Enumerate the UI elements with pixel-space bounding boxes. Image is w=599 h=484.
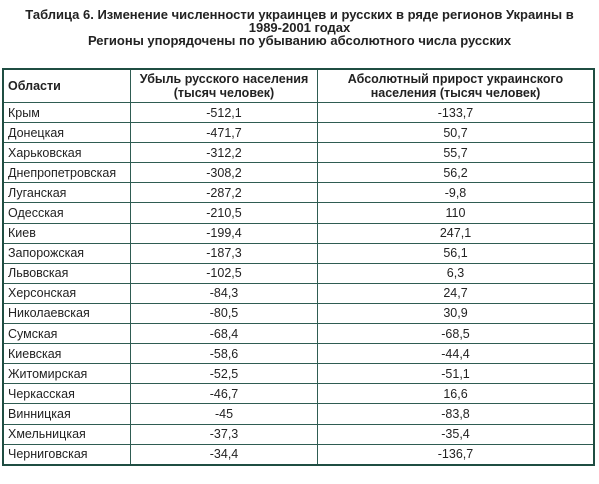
cell-region: Запорожская <box>2 242 131 264</box>
cell-region: Херсонская <box>2 282 131 304</box>
table-row: Киев -199,4 247,1 <box>2 222 595 244</box>
caption-years: 1989-2001 годах <box>248 20 351 35</box>
cell-region: Житомирская <box>2 363 131 385</box>
cell-ukrainian-gain: -68,5 <box>317 323 595 345</box>
cell-region: Винницкая <box>2 403 131 425</box>
cell-region: Одесская <box>2 202 131 224</box>
cell-ukrainian-gain: 110 <box>317 202 595 224</box>
table-row: Николаевская -80,5 30,9 <box>2 302 595 325</box>
cell-ukrainian-gain: -133,7 <box>317 101 595 124</box>
header-region: Области <box>2 68 131 103</box>
data-table: Области Убыль русского населения (тысяч … <box>2 68 595 466</box>
header-russian-loss: Убыль русского населения (тысяч человек) <box>130 68 318 103</box>
cell-ukrainian-gain: 56,1 <box>317 242 595 264</box>
cell-russian-loss: -187,3 <box>130 242 318 264</box>
table-row: Херсонская -84,3 24,7 <box>2 282 595 304</box>
header-ukrainian-gain-line1: Абсолютный прирост украинского <box>347 72 564 86</box>
cell-ukrainian-gain: -51,1 <box>317 363 595 385</box>
cell-ukrainian-gain: 24,7 <box>317 282 595 304</box>
cell-ukrainian-gain: 56,2 <box>317 162 595 184</box>
cell-russian-loss: -68,4 <box>130 323 318 345</box>
cell-ukrainian-gain: 6,3 <box>317 262 595 284</box>
cell-region: Сумская <box>2 323 131 345</box>
table-row: Луганская -287,2 -9,8 <box>2 182 595 204</box>
table-row: Винницкая -45 -83,8 <box>2 403 595 425</box>
table-row: Одесская -210,5 110 <box>2 202 595 224</box>
cell-region: Киевская <box>2 343 131 365</box>
header-ukrainian-gain-line2: населения (тысяч человек) <box>370 86 541 100</box>
header-row: Области Убыль русского населения (тысяч … <box>2 68 595 103</box>
cell-russian-loss: -210,5 <box>130 202 318 224</box>
cell-region: Львовская <box>2 262 131 284</box>
cell-russian-loss: -34,4 <box>130 443 318 466</box>
header-russian-loss-line1: Убыль русского населения <box>139 72 309 86</box>
cell-russian-loss: -84,3 <box>130 282 318 304</box>
cell-ukrainian-gain: 55,7 <box>317 142 595 164</box>
cell-russian-loss: -199,4 <box>130 222 318 244</box>
table-row: Черкасская -46,7 16,6 <box>2 383 595 405</box>
table-row: Харьковская -312,2 55,7 <box>2 142 595 164</box>
table-row: Крым -512,1 -133,7 <box>2 101 595 124</box>
cell-region: Николаевская <box>2 302 131 325</box>
cell-russian-loss: -512,1 <box>130 101 318 124</box>
cell-region: Черниговская <box>2 443 131 466</box>
cell-region: Черкасская <box>2 383 131 405</box>
cell-region: Крым <box>2 101 131 124</box>
table-row: Киевская -58,6 -44,4 <box>2 343 595 365</box>
cell-ukrainian-gain: 16,6 <box>317 383 595 405</box>
table-row: Днепропетровская -308,2 56,2 <box>2 162 595 184</box>
cell-russian-loss: -37,3 <box>130 423 318 445</box>
cell-ukrainian-gain: 247,1 <box>317 222 595 244</box>
cell-ukrainian-gain: -44,4 <box>317 343 595 365</box>
cell-russian-loss: -52,5 <box>130 363 318 385</box>
header-ukrainian-gain: Абсолютный прирост украинского населения… <box>317 68 595 103</box>
cell-russian-loss: -102,5 <box>130 262 318 284</box>
cell-region: Киев <box>2 222 131 244</box>
table-body: Крым -512,1 -133,7 Донецкая -471,7 50,7 … <box>2 101 595 466</box>
cell-russian-loss: -58,6 <box>130 343 318 365</box>
table-caption: Таблица 6. Изменение численности украинц… <box>0 8 599 47</box>
cell-russian-loss: -46,7 <box>130 383 318 405</box>
cell-ukrainian-gain: -136,7 <box>317 443 595 466</box>
table-row: Сумская -68,4 -68,5 <box>2 323 595 345</box>
caption-subtitle: Регионы упорядочены по убыванию абсолютн… <box>87 33 512 48</box>
cell-ukrainian-gain: -35,4 <box>317 423 595 445</box>
cell-russian-loss: -45 <box>130 403 318 425</box>
cell-ukrainian-gain: -83,8 <box>317 403 595 425</box>
cell-region: Хмельницкая <box>2 423 131 445</box>
cell-russian-loss: -80,5 <box>130 302 318 325</box>
cell-russian-loss: -312,2 <box>130 142 318 164</box>
cell-region: Харьковская <box>2 142 131 164</box>
table-row: Донецкая -471,7 50,7 <box>2 122 595 144</box>
cell-russian-loss: -287,2 <box>130 182 318 204</box>
cell-region: Днепропетровская <box>2 162 131 184</box>
cell-russian-loss: -308,2 <box>130 162 318 184</box>
table-row: Львовская -102,5 6,3 <box>2 262 595 284</box>
table-row: Запорожская -187,3 56,1 <box>2 242 595 264</box>
cell-ukrainian-gain: 30,9 <box>317 302 595 325</box>
table-row: Черниговская -34,4 -136,7 <box>2 443 595 466</box>
cell-russian-loss: -471,7 <box>130 122 318 144</box>
caption-title: Таблица 6. Изменение численности украинц… <box>25 7 574 22</box>
cell-region: Донецкая <box>2 122 131 144</box>
table-row: Житомирская -52,5 -51,1 <box>2 363 595 385</box>
cell-ukrainian-gain: -9,8 <box>317 182 595 204</box>
header-russian-loss-line2: (тысяч человек) <box>173 86 275 100</box>
cell-ukrainian-gain: 50,7 <box>317 122 595 144</box>
cell-region: Луганская <box>2 182 131 204</box>
table-row: Хмельницкая -37,3 -35,4 <box>2 423 595 445</box>
